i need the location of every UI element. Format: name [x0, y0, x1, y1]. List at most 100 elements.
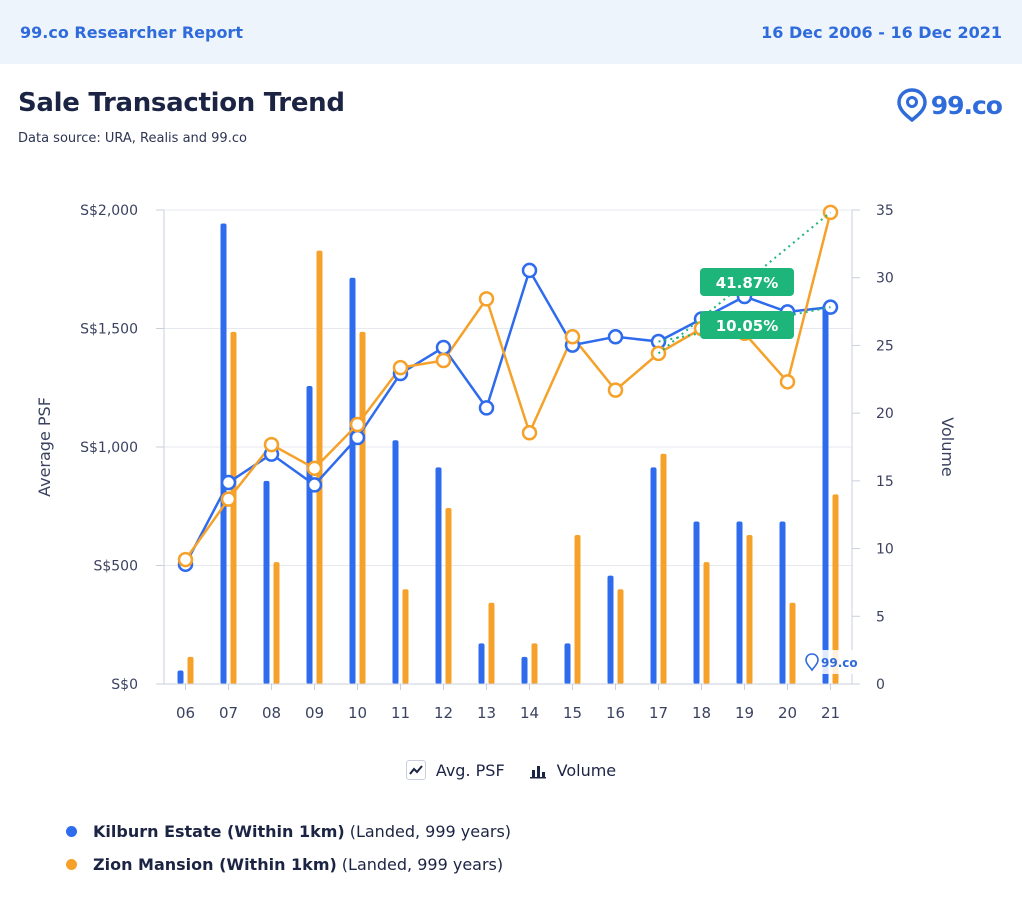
series-detail: (Landed, 999 years)	[349, 822, 512, 841]
bar-chart-icon	[528, 761, 547, 779]
x-tick-label: 10	[348, 704, 367, 722]
volume-bar	[789, 602, 796, 684]
avg-psf-point	[349, 416, 366, 433]
volume-bar	[392, 440, 399, 684]
x-tick-label: 14	[520, 704, 539, 722]
avg-psf-point	[478, 291, 495, 307]
x-tick-label: 06	[176, 704, 195, 722]
x-tick-label: 15	[563, 704, 582, 722]
trend-badge	[700, 268, 794, 296]
legend-label-avg-psf: Avg. PSF	[435, 760, 505, 780]
avg-psf-point	[607, 329, 624, 345]
chart-watermark: 99.co	[804, 650, 858, 674]
volume-bar	[349, 277, 356, 684]
brand-logo: 99.co	[896, 88, 1003, 122]
chart-legend: Avg. PSF Volume	[0, 760, 1022, 780]
volume-bar	[435, 467, 442, 684]
volume-bar	[263, 480, 270, 684]
x-tick-label: 08	[262, 704, 281, 722]
volume-bar	[650, 467, 657, 684]
series-row-kilburn: Kilburn Estate (Within 1km) (Landed, 999…	[66, 815, 511, 848]
report-header-bar: 99.co Researcher Report 16 Dec 2006 - 16…	[0, 0, 1022, 64]
legend-item-avg-psf[interactable]: Avg. PSF	[405, 760, 505, 780]
report-name: 99.co Researcher Report	[20, 22, 243, 42]
trend-badge-label: 10.05%	[716, 317, 778, 335]
watermark-text: 99.co	[821, 656, 858, 670]
y2-tick-label: 0	[876, 677, 885, 693]
logo-text: 99.co	[930, 90, 1003, 120]
volume-bar	[693, 521, 700, 684]
volume-bar	[531, 643, 538, 684]
volume-bar	[445, 507, 452, 684]
x-tick-label: 20	[778, 704, 797, 722]
avg-psf-line	[184, 212, 832, 561]
trend-badge-label: 41.87%	[716, 274, 778, 292]
y2-tick-label: 30	[876, 271, 894, 287]
y2-tick-label: 15	[876, 474, 894, 490]
y2-tick-label: 10	[876, 542, 894, 558]
line-chart-icon	[405, 760, 426, 780]
avg-psf-point	[220, 491, 237, 507]
avg-psf-point	[349, 429, 366, 446]
x-tick-label: 16	[606, 704, 625, 722]
volume-bar	[488, 602, 495, 684]
volume-bar	[359, 331, 366, 684]
volume-bar	[779, 521, 786, 684]
avg-psf-point	[564, 329, 581, 345]
volume-bar	[660, 453, 667, 684]
avg-psf-point	[779, 374, 796, 390]
avg-psf-point	[220, 474, 237, 491]
y2-tick-label: 20	[876, 406, 894, 422]
volume-bar	[607, 575, 614, 684]
y-tick-label: S$1,000	[80, 440, 138, 456]
volume-bar	[832, 494, 839, 684]
volume-bar	[574, 535, 581, 684]
y2-tick-label: 5	[876, 609, 885, 625]
avg-psf-point	[392, 359, 409, 376]
series-row-zion: Zion Mansion (Within 1km) (Landed, 999 y…	[66, 848, 511, 881]
series-dot	[66, 826, 77, 837]
y-tick-label: S$1,500	[80, 322, 138, 338]
trend-guide-line	[657, 211, 832, 355]
legend-item-volume[interactable]: Volume	[528, 761, 616, 780]
avg-psf-point	[521, 262, 538, 279]
volume-bar	[478, 643, 485, 684]
location-pin-icon	[896, 88, 927, 122]
avg-psf-point	[306, 460, 323, 477]
volume-bar	[736, 521, 743, 684]
location-pin-icon	[805, 653, 819, 672]
avg-psf-point	[822, 299, 839, 315]
volume-bar	[273, 562, 280, 684]
data-source-note: Data source: URA, Realis and 99.co	[18, 131, 247, 146]
series-detail: (Landed, 999 years)	[341, 855, 504, 874]
volume-bar	[187, 656, 194, 684]
avg-psf-point	[177, 551, 194, 568]
sale-transaction-chart: S$0 S$500 S$1,000 S$1,500 S$2,000 0 5 10 15 20 25 3…	[35, 203, 957, 722]
volume-bar	[402, 589, 409, 684]
avg-psf-point	[478, 400, 495, 416]
y2-axis-title: Volume	[938, 417, 957, 477]
series-dot	[66, 859, 77, 870]
x-tick-label: 17	[649, 704, 668, 722]
volume-bar	[564, 643, 571, 684]
date-range: 16 Dec 2006 - 16 Dec 2021	[761, 22, 1002, 42]
avg-psf-line	[184, 269, 831, 565]
y-tick-label: S$0	[111, 677, 138, 693]
avg-psf-point	[650, 345, 667, 362]
y2-tick-label: 25	[876, 338, 894, 354]
volume-bar	[177, 670, 184, 684]
volume-bar	[521, 656, 528, 684]
y-tick-label: S$500	[93, 559, 138, 575]
page-title: Sale Transaction Trend	[18, 88, 345, 118]
volume-bar	[230, 331, 237, 684]
x-tick-label: 07	[219, 704, 238, 722]
avg-psf-point	[435, 352, 452, 369]
x-tick-label: 12	[434, 704, 453, 722]
x-tick-label: 09	[305, 704, 324, 722]
avg-psf-point	[607, 382, 624, 398]
y-tick-label: S$2,000	[80, 203, 138, 219]
avg-psf-point	[521, 425, 538, 441]
y2-tick-label: 35	[876, 203, 894, 219]
trend-badge	[700, 311, 794, 339]
volume-bar	[746, 535, 753, 684]
